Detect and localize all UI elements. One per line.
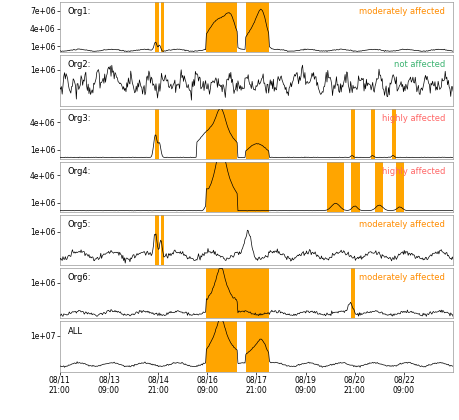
Text: Org3:: Org3:: [67, 113, 91, 123]
Bar: [155, 215, 159, 265]
Text: moderately affected: moderately affected: [358, 7, 444, 16]
Bar: [206, 321, 237, 372]
Text: Org2:: Org2:: [67, 60, 91, 69]
Text: moderately affected: moderately affected: [358, 220, 444, 229]
Bar: [350, 268, 354, 318]
Bar: [245, 108, 268, 159]
Bar: [206, 162, 268, 212]
Bar: [155, 2, 159, 52]
Text: Org6:: Org6:: [67, 273, 91, 282]
Text: ALL: ALL: [67, 326, 83, 336]
Bar: [350, 162, 359, 212]
Text: moderately affected: moderately affected: [358, 273, 444, 282]
Bar: [375, 162, 383, 212]
Text: Org4:: Org4:: [67, 167, 91, 176]
Text: Org5:: Org5:: [67, 220, 91, 229]
Bar: [391, 108, 395, 159]
Text: Org1:: Org1:: [67, 7, 91, 16]
Bar: [245, 321, 268, 372]
Text: highly affected: highly affected: [381, 167, 444, 176]
Bar: [206, 108, 237, 159]
Bar: [206, 2, 237, 52]
Bar: [161, 2, 163, 52]
Bar: [350, 108, 354, 159]
Text: not affected: not affected: [393, 60, 444, 69]
Bar: [155, 108, 159, 159]
Bar: [161, 215, 163, 265]
Bar: [206, 268, 268, 318]
Bar: [245, 2, 268, 52]
Text: highly affected: highly affected: [381, 113, 444, 123]
Bar: [395, 162, 403, 212]
Bar: [327, 162, 343, 212]
Bar: [370, 108, 375, 159]
